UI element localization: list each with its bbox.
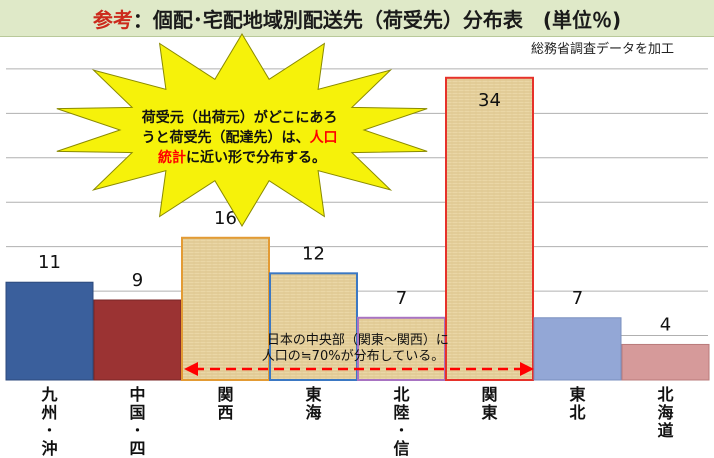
category-char: 陸	[393, 403, 409, 422]
title-lead: 参考	[92, 8, 133, 32]
value-label: 16	[214, 208, 237, 229]
bar-1	[5, 281, 94, 381]
annotation-arrow-left-head	[184, 362, 198, 376]
category-char: 州	[40, 403, 57, 422]
annotation-line-2: 人口の≒70%が分布している。	[262, 349, 444, 364]
callout-starburst: 荷受元（出荷元）がどこにあろ うと荷受先（配達先）は、人口 統計に近い形で分布す…	[56, 33, 428, 227]
category-char: 関	[481, 385, 497, 404]
category-char: 国	[129, 403, 145, 422]
value-label: 7	[572, 288, 583, 309]
annotation-line-1: 日本の中央部（関東～関西）に	[267, 332, 449, 348]
bar-6	[445, 76, 534, 382]
callout-line-3: 統計に近い形で分布する。	[158, 149, 326, 166]
category-char: 九	[40, 385, 57, 404]
starburst-shape	[56, 33, 428, 227]
callout-line-1: 荷受元（出荷元）がどこにあろ	[141, 109, 338, 126]
bar-7	[533, 317, 622, 381]
bar-2	[93, 299, 182, 381]
callout-highlight: 統計	[158, 149, 186, 166]
svg-text:荷受元（出荷元）がどこにあろ うと荷受先（配: 荷受元（出荷元）がどこにあろ うと荷受先（配達先）は、人口 統計に近い形で分布す…	[141, 109, 343, 166]
svg-text:日本の中央部（関東～関西）に 人口の≒70%: 日本の中央部（関東～関西）に 人口の≒70%が分布している。	[262, 332, 453, 364]
category-char: 中	[129, 385, 145, 404]
category-label: 東海	[305, 385, 321, 422]
value-labels-group: 11 9 16 12 7 34 7 4	[38, 90, 671, 336]
bar-8	[621, 343, 710, 381]
category-label: 関東	[481, 385, 497, 422]
category-label: 関西	[217, 385, 233, 422]
value-label: 4	[660, 314, 671, 335]
category-label: 東北	[569, 385, 585, 422]
value-label: 7	[396, 288, 407, 309]
annotation-arrow-right-head	[520, 362, 534, 376]
value-label: 11	[38, 252, 61, 273]
callout-highlight: 人口	[310, 129, 338, 146]
chart-title: 参考：個配･宅配地域別配送先（荷受先）分布表 (単位％)	[0, 4, 714, 33]
category-char: 海	[657, 403, 673, 422]
value-label: 9	[132, 270, 143, 291]
category-label: 北陸･信越	[392, 385, 410, 458]
category-label: 九州･沖縄	[40, 385, 57, 458]
category-labels-group: 九州･沖縄中国･四国関西東海北陸･信越関東東北北海道	[40, 385, 673, 458]
category-char: 沖	[41, 439, 57, 458]
category-char: 北	[393, 385, 409, 404]
category-label: 中国･四国	[129, 385, 145, 458]
category-char: 道	[657, 421, 673, 440]
category-char: ･	[133, 421, 141, 440]
category-char: 北	[657, 385, 673, 404]
category-char: 東	[481, 403, 497, 422]
bar-4	[269, 272, 358, 382]
value-label: 34	[478, 90, 501, 111]
category-char: 信	[393, 439, 409, 458]
source-note: 総務省調査データを加工	[530, 42, 674, 57]
category-label: 北海道	[657, 385, 673, 440]
title-band	[0, 0, 714, 37]
category-char: 北	[569, 403, 585, 422]
title-rest: ：個配･宅配地域別配送先（荷受先）分布表 (単位％)	[132, 8, 622, 32]
category-char: 関	[217, 385, 233, 404]
callout-line-2: うと荷受先（配達先）は、人口	[142, 129, 338, 146]
category-char: 海	[305, 403, 321, 422]
category-char: 四	[129, 439, 145, 458]
category-char: 東	[569, 385, 585, 404]
bar-3	[181, 236, 270, 381]
annotation-group: 日本の中央部（関東～関西）に 人口の≒70%が分布している。	[184, 332, 534, 376]
bars-group	[5, 76, 710, 382]
category-char: ･	[397, 421, 405, 440]
category-char: ･	[45, 421, 53, 440]
category-char: 西	[217, 403, 233, 422]
value-label: 12	[302, 243, 325, 264]
category-char: 東	[305, 385, 321, 404]
